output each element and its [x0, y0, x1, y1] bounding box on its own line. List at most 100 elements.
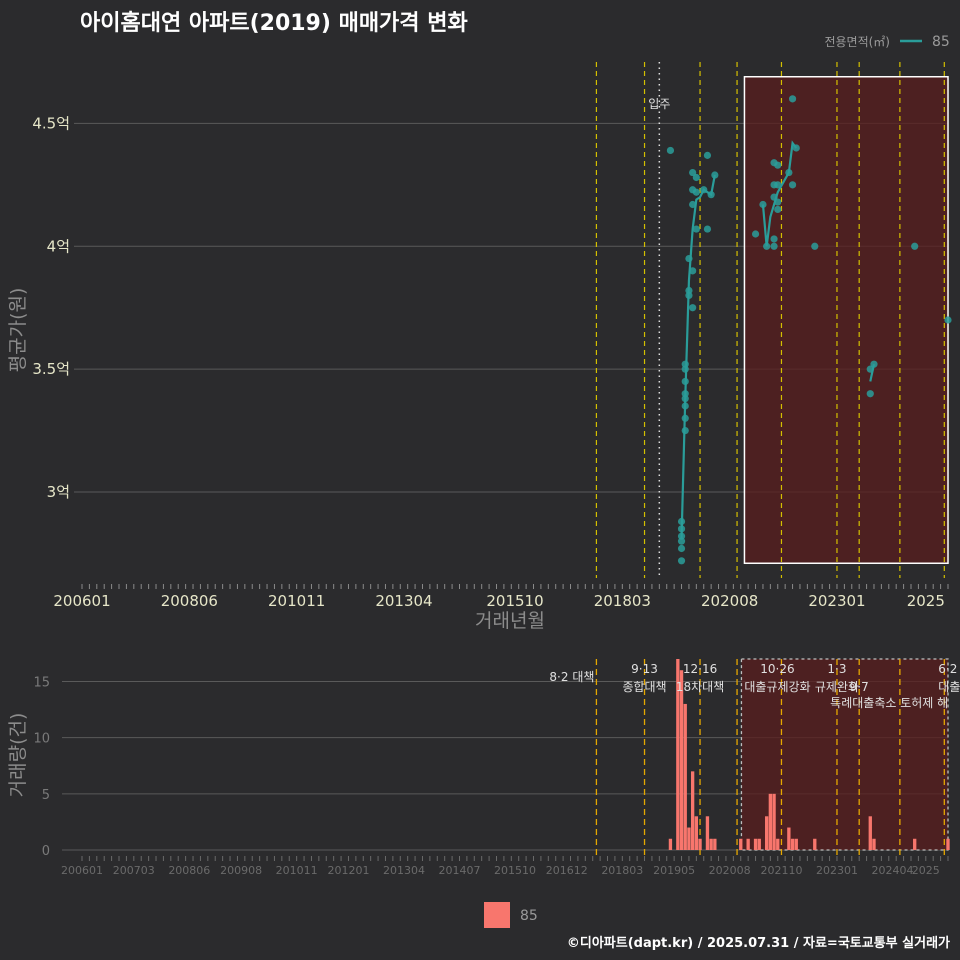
volume-panel: 8·2 대책 9·13 종합대책 12·16 18차대책 10·26 대출규제강화 1·3 규제…	[7, 658, 960, 877]
price-x-tick-label: 201304	[375, 592, 432, 610]
volume-shaded-region	[740, 658, 949, 851]
volume-bar	[690, 771, 695, 850]
volume-x-tick-label: 201510	[494, 864, 536, 877]
price-point	[866, 365, 874, 373]
price-x-tick-label: 200806	[161, 592, 218, 610]
price-policy-lines: 입주	[595, 62, 945, 578]
volume-bar	[768, 793, 773, 850]
price-shade-rect	[743, 75, 949, 565]
policy-label: 종합대책	[622, 679, 666, 694]
volume-bar	[687, 827, 691, 850]
volume-x-tick-label: 202404	[871, 864, 913, 877]
price-x-tick-label: 2025	[907, 592, 945, 610]
policy-label: 특례대출축소 토허제 해	[830, 696, 948, 710]
price-point	[703, 225, 712, 233]
policy-date: 10·26	[760, 662, 794, 676]
volume-x-tick-label: 200806	[168, 864, 210, 877]
price-point	[703, 151, 712, 159]
volume-x-tick-label: 200601	[61, 864, 103, 877]
volume-x-tick-label: 202008	[709, 864, 751, 877]
volume-shade-rect	[740, 658, 949, 851]
price-y-axis-title: 평균가(원)	[7, 288, 29, 373]
volume-bar	[772, 793, 776, 850]
price-point	[774, 181, 782, 189]
volume-x-minor-ticks	[81, 856, 949, 861]
price-point	[763, 242, 771, 250]
legend: 전용면적(㎡) 85	[824, 34, 949, 50]
policy-date: 9·7	[850, 680, 869, 694]
price-y-tick-label: 3.5억	[32, 360, 70, 378]
volume-x-tick-label: 201905	[653, 864, 695, 877]
volume-y-tick-label: 5	[42, 788, 50, 803]
policy-label: 규제완화	[815, 680, 859, 694]
volume-bar	[713, 838, 717, 850]
volume-x-tick-label: 201201	[327, 864, 369, 877]
volume-x-tick-label: 2025	[912, 864, 940, 877]
price-point	[870, 360, 878, 368]
price-y-axis-labels: 3억 3.5억 4억 4.5억	[32, 114, 70, 501]
volume-y-tick-label: 0	[42, 844, 50, 859]
price-point	[677, 557, 686, 565]
volume-x-tick-label: 201407	[438, 864, 480, 877]
price-point	[774, 161, 782, 169]
price-point	[788, 95, 797, 103]
price-x-tick-label: 202301	[808, 592, 865, 610]
policy-label: 18차대책	[676, 679, 724, 694]
price-point	[711, 171, 719, 179]
price-point	[700, 186, 708, 194]
policy-label: 대출	[938, 680, 960, 694]
policy-date: 9·13	[631, 662, 658, 676]
volume-x-tick-label: 201803	[601, 864, 643, 877]
policy-label: 대출규제강화	[744, 680, 810, 694]
volume-x-tick-label: 201011	[276, 864, 318, 877]
volume-bar	[787, 827, 791, 850]
volume-y-tick-label: 15	[33, 675, 50, 690]
volume-x-tick-label: 201612	[546, 864, 588, 877]
volume-bar	[913, 838, 917, 850]
volume-x-tick-label: 200908	[220, 864, 262, 877]
policy-date: 6·2	[938, 662, 957, 676]
price-point	[666, 146, 675, 155]
price-x-tick-label: 202008	[701, 592, 758, 610]
price-point	[707, 191, 715, 199]
volume-y-axis-title: 거래량(건)	[7, 713, 29, 798]
volume-bar	[794, 838, 798, 850]
volume-bar	[813, 838, 817, 850]
price-point	[751, 230, 760, 238]
price-x-minor-ticks	[81, 584, 949, 589]
price-point	[677, 544, 686, 553]
footer-credit: ©디아파트(dapt.kr) / 2025.07.31 / 자료=국토교통부 실…	[567, 935, 950, 951]
price-point	[685, 291, 693, 300]
volume-x-tick-label: 201304	[383, 864, 425, 877]
volume-bar	[668, 838, 673, 850]
price-point	[692, 173, 700, 182]
price-point	[774, 205, 782, 214]
price-point	[692, 225, 700, 233]
price-panel: 입주 3억 3.5억 4억 4.5억 200601 200806 201011 201304…	[7, 62, 952, 632]
volume-bars	[668, 659, 950, 850]
price-point	[944, 316, 952, 324]
price-point	[788, 181, 797, 189]
volume-bar	[676, 659, 680, 850]
volume-y-axis-labels: 0 5 10 15	[33, 675, 50, 859]
price-x-tick-label: 201803	[594, 592, 651, 610]
volume-bar	[679, 670, 684, 850]
chart-title: 아이홈대연 아파트(2019) 매매가격 변화	[80, 11, 468, 36]
volume-policy-lines	[595, 659, 945, 856]
legend-label: 85	[932, 34, 950, 50]
volume-bar	[872, 838, 876, 850]
price-point	[685, 254, 693, 263]
price-point	[692, 188, 700, 196]
price-point	[681, 426, 689, 435]
price-y-tick-label: 4억	[47, 237, 70, 255]
bottom-legend-label: 85	[520, 908, 538, 924]
volume-bar	[946, 838, 950, 850]
volume-x-axis-labels: 200601 200703 200806 200908 201011 201201 2013…	[61, 864, 940, 877]
price-point	[689, 267, 697, 275]
price-point	[770, 235, 778, 243]
price-x-tick-label: 201011	[268, 592, 325, 610]
volume-bar	[790, 838, 795, 850]
price-point	[759, 200, 767, 209]
volume-x-tick-label: 202110	[760, 864, 802, 877]
price-point	[911, 242, 919, 250]
